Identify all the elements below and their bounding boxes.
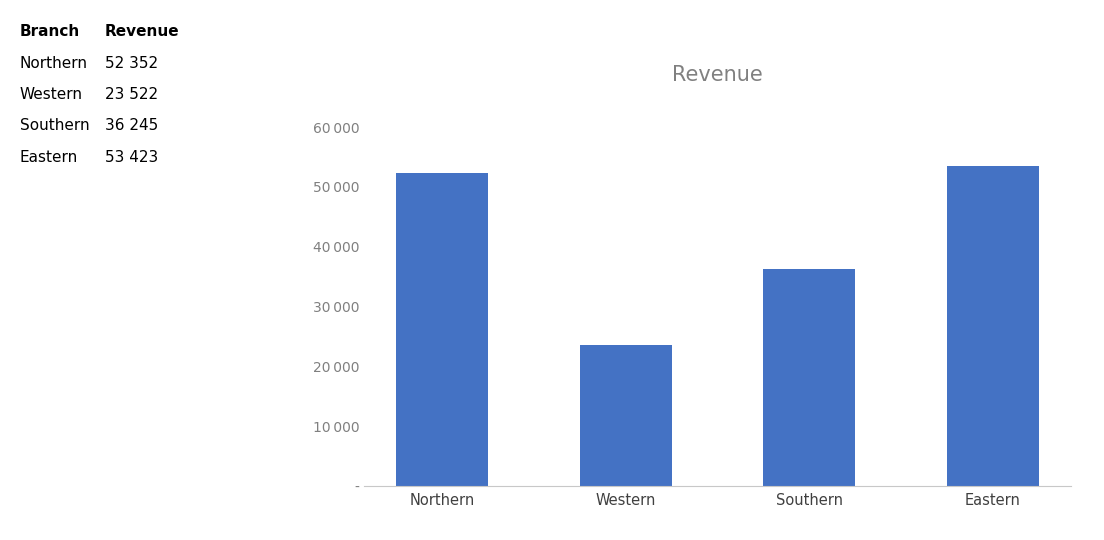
Text: Southern: Southern (20, 118, 89, 133)
Bar (580, 345, 671, 486)
Text: 53 423: 53 423 (105, 150, 158, 165)
Text: Eastern: Eastern (20, 150, 78, 165)
Text: 52 352: 52 352 (105, 56, 158, 71)
Title: Revenue: Revenue (672, 65, 763, 85)
Text: 36 245: 36 245 (105, 118, 158, 133)
Text: Northern: Northern (20, 56, 88, 71)
Bar (764, 269, 856, 486)
Text: Revenue: Revenue (105, 24, 180, 39)
Bar (947, 166, 1039, 486)
Text: Western: Western (20, 87, 83, 102)
Text: 23 522: 23 522 (105, 87, 158, 102)
Text: Branch: Branch (20, 24, 81, 39)
Bar (396, 173, 488, 486)
